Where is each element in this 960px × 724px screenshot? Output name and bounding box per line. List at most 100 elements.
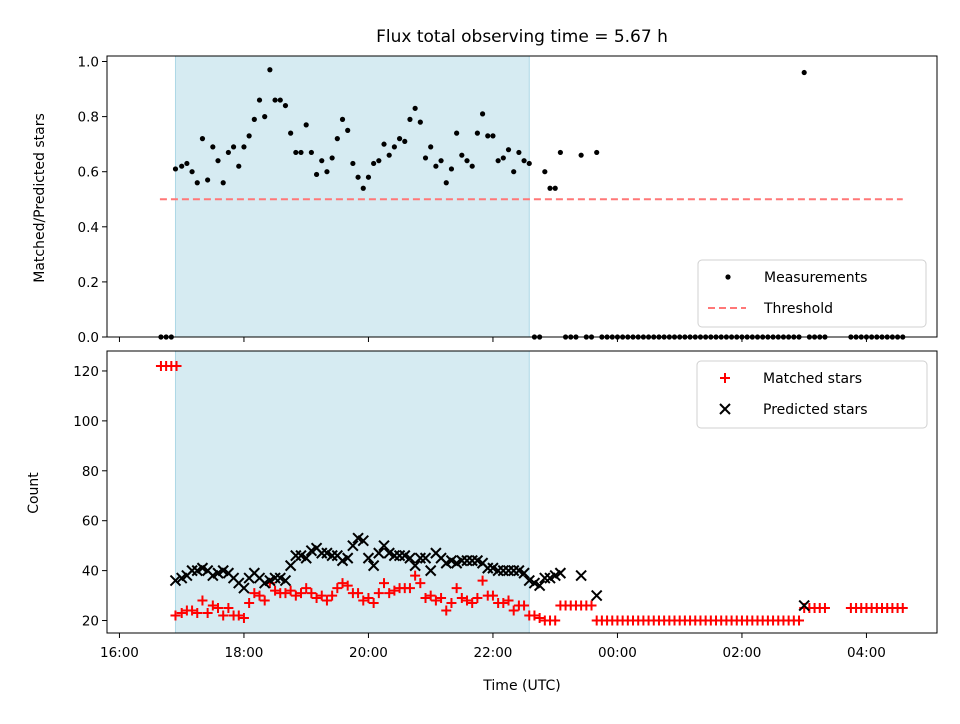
predicted-marker <box>554 567 567 579</box>
predicted-marker <box>347 539 359 552</box>
measurement-point <box>225 149 231 156</box>
predicted-marker <box>518 567 530 579</box>
predicted-marker <box>456 554 468 567</box>
measurement-point <box>267 67 273 73</box>
matched-marker <box>363 593 374 604</box>
measurement-point <box>172 166 179 172</box>
measurement-point <box>236 163 242 169</box>
matched-marker <box>213 603 224 614</box>
measurement-point <box>381 141 387 147</box>
matched-marker <box>368 598 379 609</box>
predicted-marker <box>169 574 182 587</box>
measurement-point <box>262 114 268 120</box>
legend: Measurements Threshold <box>697 259 927 328</box>
predicted-marker <box>393 549 406 562</box>
measurement-point <box>396 136 403 142</box>
x-tick-label: 02:00 <box>722 645 761 661</box>
y-tick-label: 0.4 <box>78 220 99 236</box>
legend-measurement-marker <box>725 274 731 280</box>
y-tick-label: 1.0 <box>78 55 99 71</box>
measurement-point <box>438 158 444 164</box>
predicted-marker <box>590 589 603 602</box>
predicted-marker <box>492 564 504 577</box>
predicted-marker <box>424 564 437 577</box>
matched-marker <box>238 613 249 624</box>
measurement-point <box>329 155 335 161</box>
predicted-marker <box>497 564 510 577</box>
predicted-marker <box>378 539 390 552</box>
measurement-point <box>412 105 418 111</box>
measurement-point <box>495 158 501 164</box>
matched-marker <box>373 588 384 599</box>
predicted-marker <box>367 559 380 572</box>
predicted-marker <box>341 552 354 564</box>
measurement-point <box>334 136 340 142</box>
y-tick-label: 0.6 <box>78 165 99 181</box>
measurement-point <box>479 111 486 117</box>
matched-marker <box>897 603 908 614</box>
measurement-point <box>303 122 309 128</box>
predicted-marker <box>290 549 302 562</box>
predicted-marker <box>502 564 515 577</box>
measurement-point <box>345 127 351 133</box>
matched-marker <box>285 585 296 596</box>
predicted-marker <box>357 534 369 547</box>
y-tick-label: 0.0 <box>78 330 99 346</box>
measurement-point <box>220 180 226 186</box>
measurement-point <box>511 169 517 175</box>
measurement-point <box>547 185 553 191</box>
matched-marker <box>223 603 234 614</box>
measurement-point <box>485 133 491 139</box>
measurement-point <box>308 149 314 156</box>
matched-marker <box>311 593 322 604</box>
measurement-point <box>505 147 512 153</box>
y-tick-label: 60 <box>82 514 99 530</box>
predicted-marker <box>326 549 338 562</box>
measurement-point <box>371 160 377 167</box>
measurement-point <box>391 144 397 150</box>
matched-marker <box>462 595 473 606</box>
legend-box <box>696 360 928 429</box>
matched-marker <box>487 590 498 601</box>
legend-label: Threshold <box>763 301 833 317</box>
measurement-point <box>230 144 237 150</box>
predicted-marker <box>409 559 421 572</box>
matched-marker <box>534 613 545 624</box>
measurement-point <box>288 130 294 136</box>
matched-marker <box>296 588 307 599</box>
predicted-marker <box>798 599 810 612</box>
matched-marker <box>477 575 488 586</box>
measurement-point <box>521 158 527 164</box>
x-tick-label: 22:00 <box>473 645 512 661</box>
measurement-point <box>448 166 455 172</box>
x-tick-label: 18:00 <box>224 645 263 661</box>
matched-marker <box>244 598 255 609</box>
matched-marker <box>794 615 805 626</box>
measurement-point <box>526 160 532 167</box>
matched-marker <box>353 588 364 599</box>
measurement-point <box>313 171 320 178</box>
matched-marker <box>290 590 301 601</box>
predicted-marker <box>316 547 328 559</box>
matched-marker <box>498 598 509 609</box>
matched-marker <box>425 590 436 601</box>
predicted-marker <box>461 554 473 567</box>
x-tick-label: 20:00 <box>349 645 388 661</box>
matched-marker <box>358 595 369 606</box>
bottom-panel: 20 40 60 80 100 120 16:00 18:00 20:00 22:00 00:00 0… <box>73 350 938 661</box>
measurement-point <box>801 69 807 76</box>
measurement-point <box>433 163 439 169</box>
matched-marker <box>306 588 317 599</box>
predicted-marker <box>269 572 281 584</box>
y-tick-label: 120 <box>73 364 99 380</box>
measurement-point <box>293 149 299 156</box>
matched-marker <box>379 578 390 589</box>
matched-marker <box>197 595 208 606</box>
measurement-point <box>454 130 460 136</box>
predicted-marker <box>238 582 250 594</box>
matched-marker <box>249 588 260 599</box>
matched-marker <box>420 593 431 604</box>
matched-marker <box>321 595 332 606</box>
x-tick-label: 04:00 <box>847 645 886 661</box>
